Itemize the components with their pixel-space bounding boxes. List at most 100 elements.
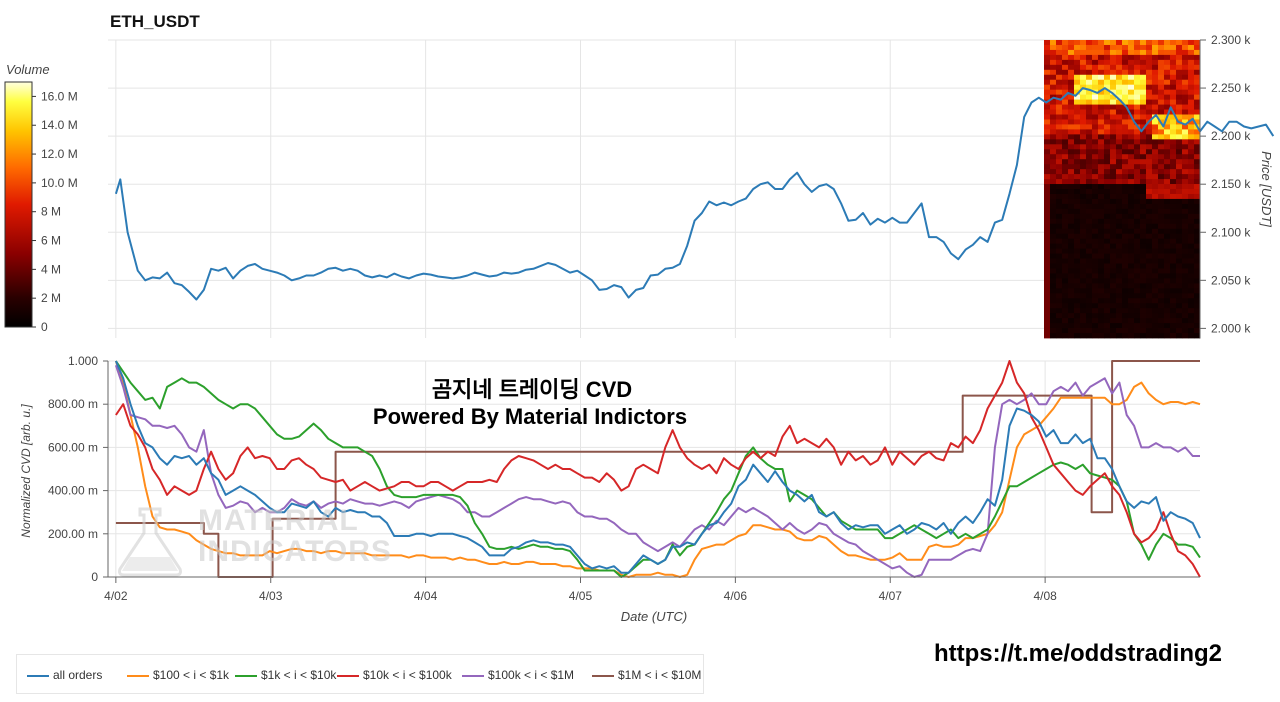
heatmap-cell bbox=[1092, 169, 1099, 175]
heatmap-cell bbox=[1146, 124, 1153, 130]
heatmap-cell bbox=[1056, 54, 1063, 61]
heatmap-cell bbox=[1062, 323, 1069, 329]
heatmap-cell bbox=[1122, 84, 1129, 91]
heatmap-cell bbox=[1134, 263, 1141, 269]
heatmap-cell bbox=[1056, 119, 1063, 125]
heatmap-cell bbox=[1098, 258, 1105, 264]
heatmap-cell bbox=[1182, 223, 1189, 230]
heatmap-cell bbox=[1086, 139, 1093, 145]
heatmap-cell bbox=[1146, 288, 1153, 294]
heatmap-cell bbox=[1176, 134, 1183, 140]
heatmap-cell bbox=[1122, 208, 1129, 215]
heatmap-cell bbox=[1080, 323, 1087, 329]
heatmap-cell bbox=[1068, 253, 1075, 259]
legend-item[interactable]: all orders bbox=[27, 668, 102, 682]
heatmap-cell bbox=[1128, 64, 1135, 71]
heatmap-cell bbox=[1116, 159, 1123, 165]
heatmap-cell bbox=[1140, 303, 1147, 309]
heatmap-cell bbox=[1170, 189, 1177, 195]
heatmap-cell bbox=[1044, 223, 1051, 230]
heatmap-cell bbox=[1068, 79, 1075, 86]
legend-item[interactable]: $100k < i < $1M bbox=[462, 668, 574, 682]
heatmap-cell bbox=[1128, 164, 1135, 170]
heatmap-cell bbox=[1146, 203, 1153, 210]
heatmap-cell bbox=[1050, 74, 1057, 81]
heatmap-cell bbox=[1128, 243, 1135, 249]
heatmap-cell bbox=[1074, 248, 1081, 254]
heatmap-cell bbox=[1062, 213, 1069, 220]
heatmap-cell bbox=[1194, 278, 1201, 284]
heatmap-cell bbox=[1056, 74, 1063, 81]
heatmap-cell bbox=[1122, 298, 1129, 304]
heatmap-cell bbox=[1170, 218, 1177, 225]
heatmap-cell bbox=[1134, 198, 1141, 205]
heatmap-cell bbox=[1122, 109, 1129, 115]
heatmap-cell bbox=[1062, 79, 1069, 86]
heatmap-cell bbox=[1140, 253, 1147, 259]
heatmap-cell bbox=[1164, 149, 1171, 155]
heatmap-cell bbox=[1092, 54, 1099, 61]
heatmap-cell bbox=[1134, 268, 1141, 274]
heatmap-cell bbox=[1194, 94, 1201, 100]
heatmap-cell bbox=[1086, 253, 1093, 259]
heatmap-cell bbox=[1194, 283, 1201, 289]
legend-item[interactable]: $1M < i < $10M bbox=[592, 668, 701, 682]
heatmap-cell bbox=[1122, 134, 1129, 140]
heatmap-cell bbox=[1092, 238, 1099, 245]
heatmap-cell bbox=[1068, 263, 1075, 269]
legend-swatch bbox=[462, 674, 484, 677]
heatmap-cell bbox=[1158, 59, 1165, 66]
heatmap-cell bbox=[1086, 129, 1093, 135]
heatmap-cell bbox=[1098, 193, 1105, 200]
heatmap-cell bbox=[1068, 144, 1075, 150]
heatmap-cell bbox=[1110, 218, 1117, 225]
heatmap-cell bbox=[1068, 303, 1075, 309]
heatmap-cell bbox=[1062, 184, 1069, 190]
heatmap-cell bbox=[1044, 318, 1051, 324]
heatmap-cell bbox=[1092, 69, 1099, 76]
legend-item[interactable]: $1k < i < $10k bbox=[235, 668, 336, 682]
heatmap-cell bbox=[1140, 79, 1147, 86]
heatmap-cell bbox=[1080, 218, 1087, 225]
heatmap-cell bbox=[1182, 59, 1189, 66]
heatmap-cell bbox=[1122, 89, 1129, 96]
heatmap-cell bbox=[1176, 164, 1183, 170]
heatmap-cell bbox=[1086, 248, 1093, 254]
legend-label: $10k < i < $100k bbox=[363, 668, 452, 682]
heatmap-cell bbox=[1104, 233, 1111, 240]
heatmap-cell bbox=[1086, 213, 1093, 220]
heatmap-cell bbox=[1086, 114, 1093, 120]
heatmap-cell bbox=[1068, 84, 1075, 91]
heatmap-cell bbox=[1176, 198, 1183, 205]
heatmap-cell bbox=[1086, 79, 1093, 86]
heatmap-cell bbox=[1098, 313, 1105, 319]
heatmap-cell bbox=[1194, 308, 1201, 314]
heatmap-cell bbox=[1050, 253, 1057, 259]
heatmap-cell bbox=[1152, 253, 1159, 259]
heatmap-cell bbox=[1044, 263, 1051, 269]
heatmap-cell bbox=[1080, 109, 1087, 115]
heatmap-cell bbox=[1044, 193, 1051, 200]
heatmap-cell bbox=[1068, 258, 1075, 264]
heatmap-cell bbox=[1080, 208, 1087, 215]
heatmap-cell bbox=[1194, 159, 1201, 165]
legend-item[interactable]: $10k < i < $100k bbox=[337, 668, 452, 682]
heatmap-cell bbox=[1188, 318, 1195, 324]
heatmap-cell bbox=[1104, 104, 1111, 110]
heatmap-cell bbox=[1092, 59, 1099, 66]
heatmap-cell bbox=[1164, 323, 1171, 329]
heatmap-cell bbox=[1044, 288, 1051, 294]
legend-item[interactable]: $100 < i < $1k bbox=[127, 668, 229, 682]
heatmap-cell bbox=[1056, 198, 1063, 205]
heatmap-cell bbox=[1068, 114, 1075, 120]
heatmap-cell bbox=[1044, 49, 1051, 56]
heatmap-cell bbox=[1152, 124, 1159, 130]
heatmap-cell bbox=[1134, 273, 1141, 279]
heatmap-cell bbox=[1188, 124, 1195, 130]
heatmap-cell bbox=[1104, 189, 1111, 195]
heatmap-cell bbox=[1056, 40, 1063, 46]
heatmap-cell bbox=[1194, 169, 1201, 175]
heatmap-cell bbox=[1128, 303, 1135, 309]
heatmap-cell bbox=[1092, 293, 1099, 299]
heatmap-cell bbox=[1098, 109, 1105, 115]
